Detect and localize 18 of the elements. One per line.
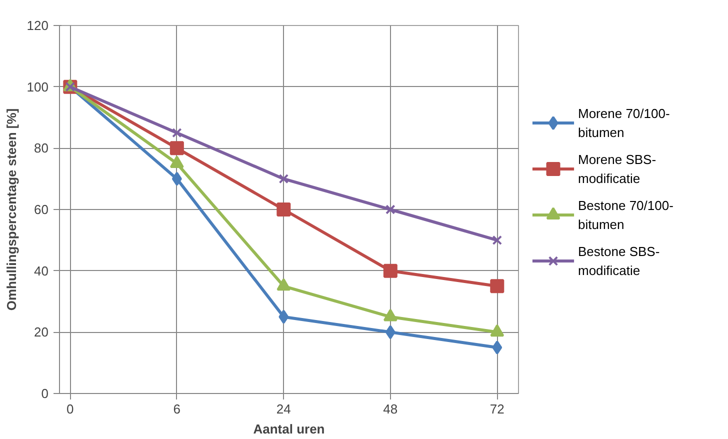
x-tick-label: 24 [276, 402, 291, 416]
legend-label: Morene 70/100- bitumen [578, 106, 670, 140]
y-tick-label: 100 [26, 79, 49, 94]
y-tick-label: 60 [34, 202, 49, 217]
y-tick-label: 40 [34, 263, 49, 278]
y-tick-label: 120 [26, 18, 49, 33]
y-tick-label: 80 [34, 140, 49, 156]
x-tick-label: 6 [173, 402, 181, 416]
x-tick-label: 48 [383, 402, 398, 416]
legend-label: Morene SBS- modificatie [578, 152, 656, 186]
y-tick-label: 0 [41, 386, 49, 401]
x-axis-title: Aantal uren [253, 422, 325, 436]
y-axis-title: Omhullingspercentage steen [%] [4, 108, 19, 311]
x-tick-label: 0 [66, 402, 74, 416]
legend-label: Bestone SBS- modificatie [578, 244, 660, 278]
y-tick-label: 20 [34, 324, 49, 340]
legend-label: Bestone 70/100- bitumen [578, 198, 674, 232]
x-tick-label: 72 [490, 402, 504, 416]
